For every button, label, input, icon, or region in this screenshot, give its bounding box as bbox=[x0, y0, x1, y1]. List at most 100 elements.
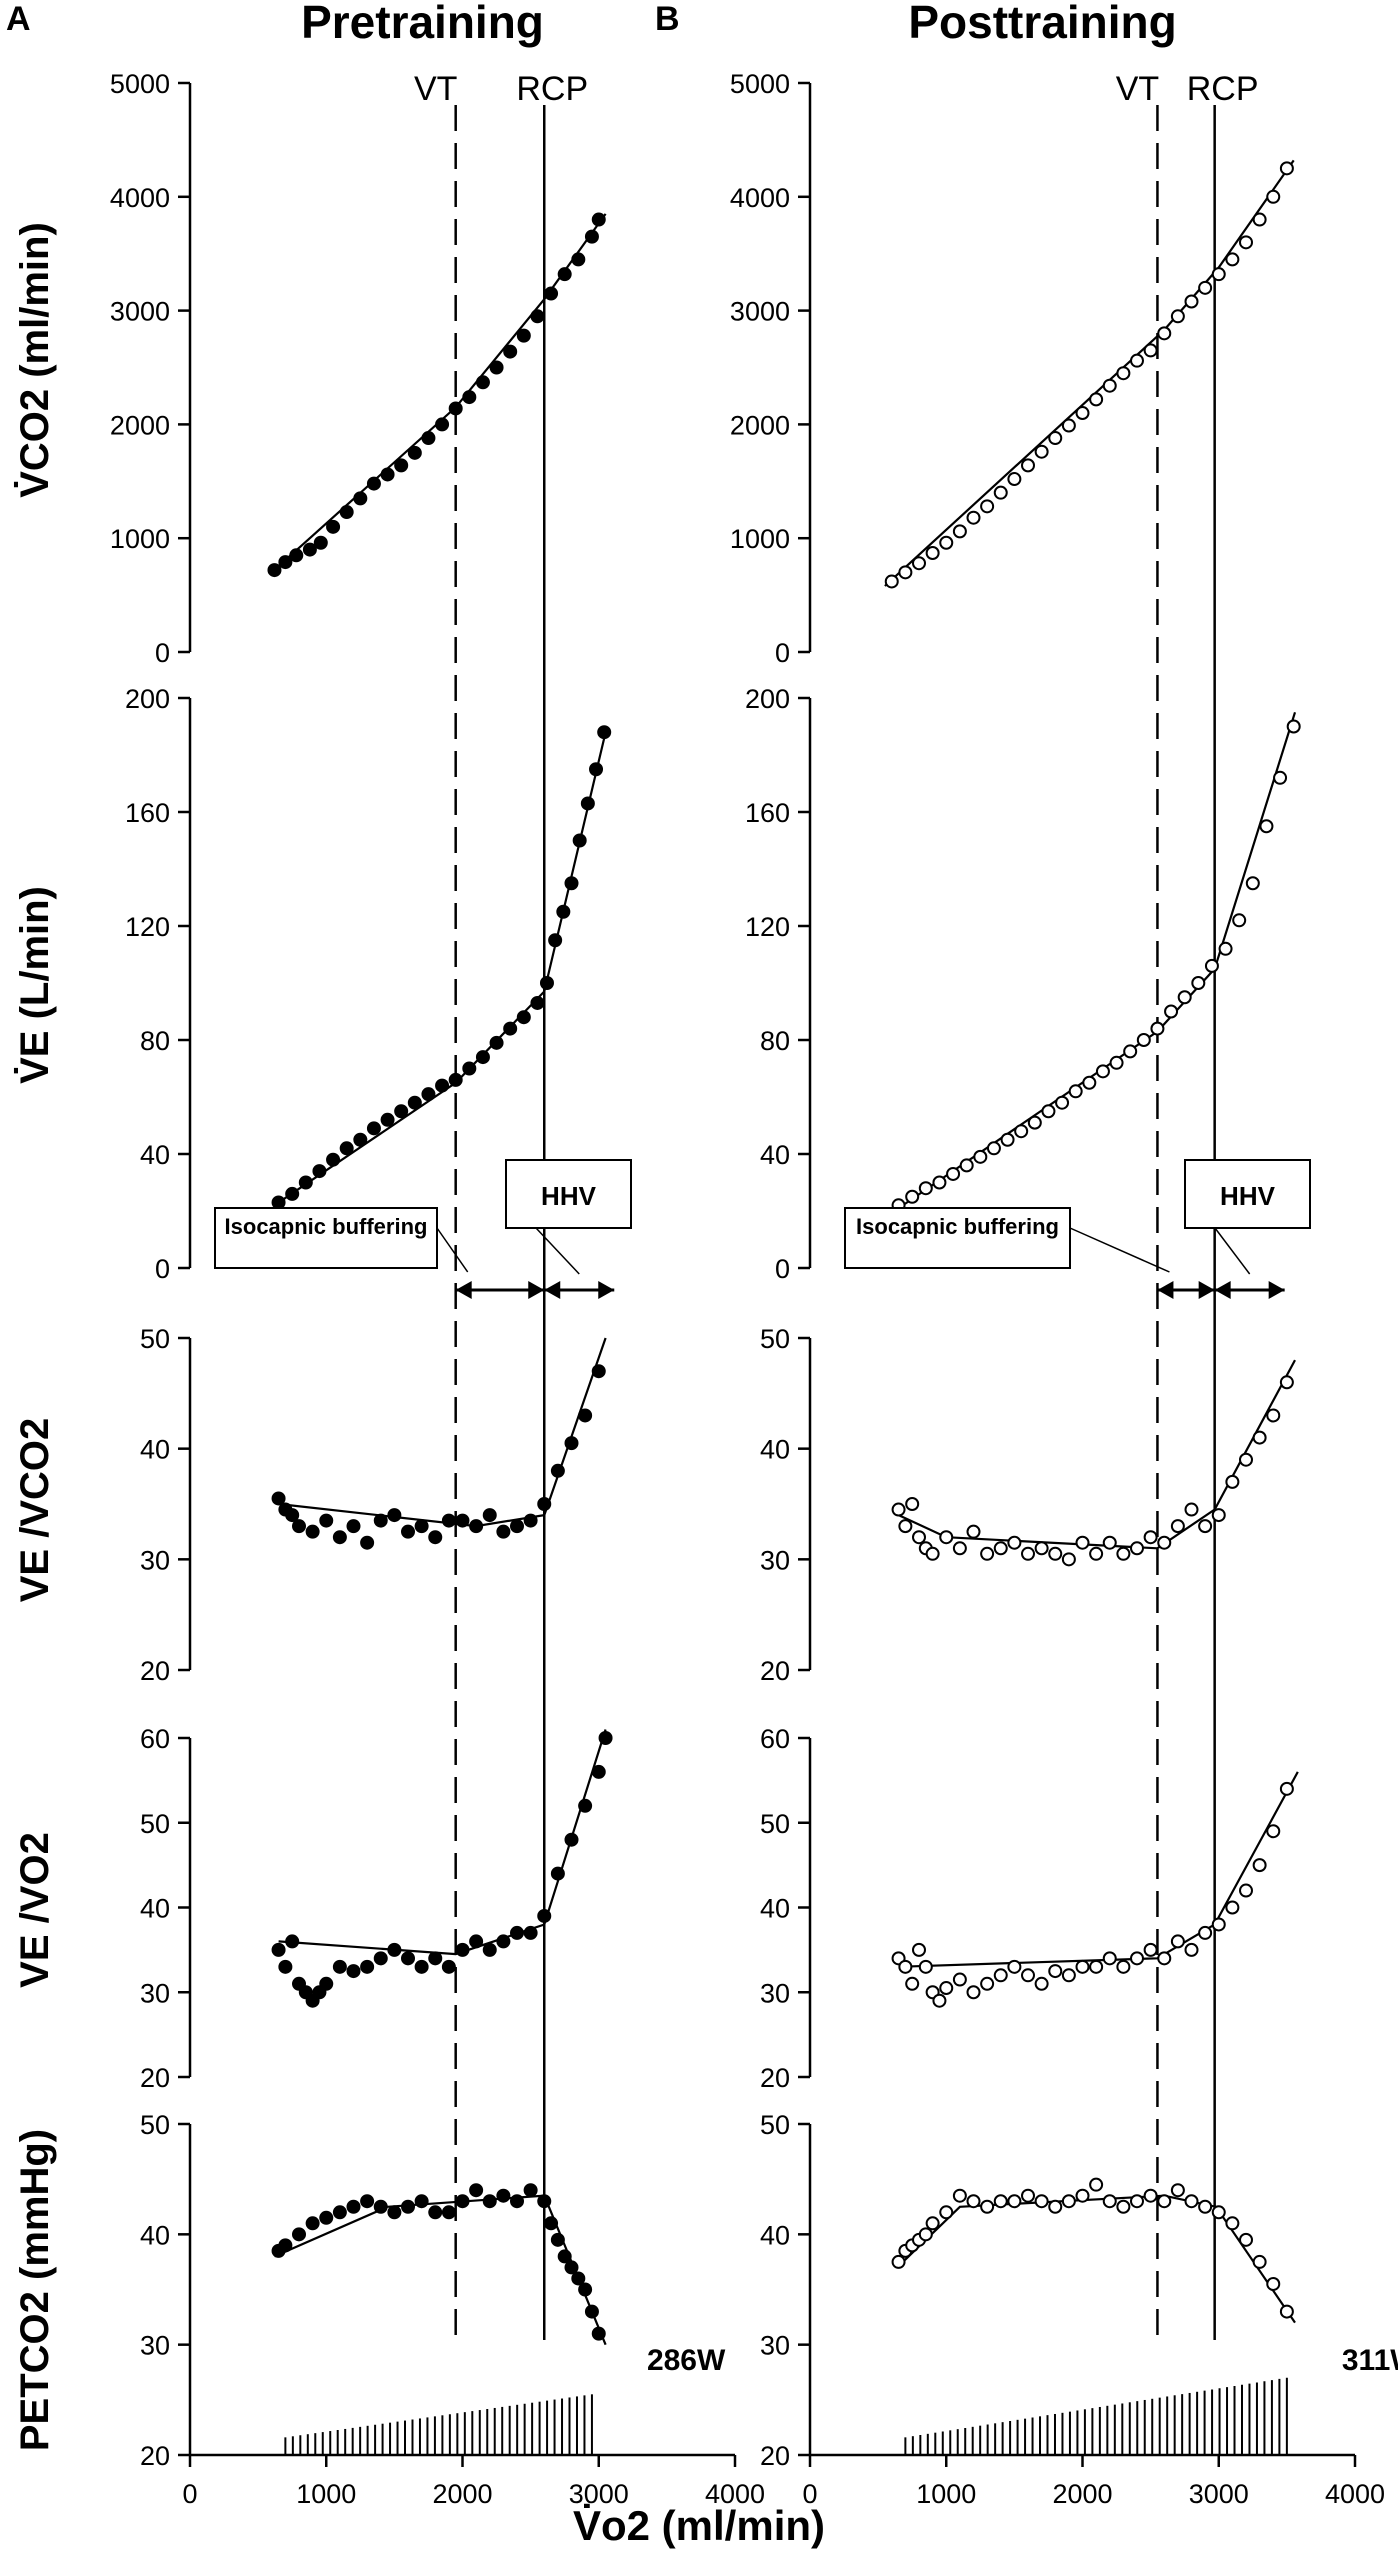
data-point bbox=[584, 2304, 599, 2319]
data-point bbox=[980, 1976, 995, 1991]
data-point bbox=[1068, 1084, 1083, 1099]
y-tick-label: 0 bbox=[775, 1254, 790, 1284]
data-point bbox=[271, 1942, 286, 1957]
data-point bbox=[1095, 1064, 1110, 1079]
data-point bbox=[353, 491, 368, 506]
isocapnic-label: Isocapnic buffering bbox=[225, 1214, 428, 1239]
data-point bbox=[380, 1112, 395, 1127]
data-point bbox=[475, 1050, 490, 1065]
y-tick-label: 20 bbox=[140, 1656, 170, 1686]
data-point bbox=[918, 1959, 933, 1974]
data-point bbox=[1184, 1942, 1199, 1957]
data-point bbox=[1027, 1115, 1042, 1130]
data-point bbox=[271, 1195, 286, 1210]
vt-label: VT bbox=[414, 70, 457, 108]
data-point bbox=[537, 2194, 552, 2209]
data-point bbox=[285, 1934, 300, 1949]
data-point bbox=[966, 510, 981, 525]
data-point bbox=[1218, 941, 1233, 956]
data-point bbox=[1075, 1535, 1090, 1550]
data-point bbox=[530, 309, 545, 324]
data-point bbox=[298, 1175, 313, 1190]
panel-title: Posttraining bbox=[908, 0, 1176, 48]
data-point bbox=[428, 1530, 443, 1545]
data-point bbox=[1198, 2199, 1213, 2214]
data-point bbox=[339, 1141, 354, 1156]
data-point bbox=[387, 2205, 402, 2220]
data-point bbox=[1184, 2194, 1199, 2209]
data-point bbox=[1266, 1824, 1281, 1839]
x-tick-label: 0 bbox=[802, 2479, 817, 2509]
y-axis-label-1: V̇E (L/min) bbox=[12, 886, 57, 1084]
data-point bbox=[435, 417, 450, 432]
data-point bbox=[898, 1519, 913, 1534]
data-point bbox=[1061, 1552, 1076, 1567]
data-point bbox=[360, 1959, 375, 1974]
data-point bbox=[1089, 1959, 1104, 1974]
data-point bbox=[1184, 294, 1199, 309]
data-point bbox=[387, 1942, 402, 1957]
data-point bbox=[462, 390, 477, 405]
data-point bbox=[966, 2194, 981, 2209]
data-point bbox=[510, 1519, 524, 1534]
data-point bbox=[1089, 1546, 1104, 1561]
data-point bbox=[1204, 958, 1219, 973]
data-point bbox=[462, 1061, 477, 1076]
fit-line bbox=[278, 1729, 607, 1956]
data-point bbox=[912, 1530, 926, 1545]
data-point bbox=[580, 796, 595, 811]
data-point bbox=[1130, 1951, 1144, 1966]
y-tick-label: 200 bbox=[745, 684, 790, 714]
y-tick-label: 40 bbox=[760, 1140, 790, 1170]
data-point bbox=[1184, 1502, 1199, 1517]
y-tick-label: 50 bbox=[760, 2110, 790, 2140]
data-point bbox=[401, 1951, 415, 1966]
data-point bbox=[482, 1942, 497, 1957]
data-point bbox=[993, 1968, 1008, 1983]
y-tick-label: 50 bbox=[760, 1809, 790, 1839]
y-tick-label: 120 bbox=[745, 912, 790, 942]
data-point bbox=[946, 1166, 961, 1181]
isocapnic-leader bbox=[436, 1227, 469, 1273]
data-point bbox=[1245, 876, 1260, 891]
hhv-label: HHV bbox=[1220, 1181, 1276, 1211]
data-point bbox=[523, 1925, 538, 1940]
isocapnic-arrow-head-right bbox=[528, 1281, 545, 1299]
data-point bbox=[1239, 2232, 1253, 2247]
data-point bbox=[1061, 2194, 1076, 2209]
data-point bbox=[912, 556, 926, 571]
data-point bbox=[489, 360, 504, 375]
data-point bbox=[285, 1186, 300, 1201]
data-point bbox=[591, 1364, 606, 1379]
data-point bbox=[346, 2199, 361, 2214]
data-point bbox=[482, 1508, 497, 1523]
data-point bbox=[1143, 1942, 1158, 1957]
data-point bbox=[1232, 913, 1247, 928]
data-point bbox=[503, 1021, 518, 1036]
x-tick-label: 1000 bbox=[916, 2479, 976, 2509]
data-point bbox=[469, 1934, 484, 1949]
data-point bbox=[1116, 1959, 1131, 1974]
isocapnic-leader bbox=[1069, 1227, 1170, 1273]
data-point bbox=[1225, 2216, 1240, 2231]
data-point bbox=[435, 1078, 450, 1093]
data-point bbox=[884, 574, 899, 589]
subplot-ve_vco2: 20 30 40 50 bbox=[760, 1324, 1296, 1686]
data-point bbox=[441, 2205, 456, 2220]
hhv-label: HHV bbox=[541, 1181, 597, 1211]
y-tick-label: 1000 bbox=[110, 524, 170, 554]
data-point bbox=[1130, 1541, 1144, 1556]
y-tick-label: 5000 bbox=[730, 69, 790, 99]
isocapnic-box bbox=[844, 1207, 1071, 1269]
data-point bbox=[1102, 1535, 1117, 1550]
data-point bbox=[1075, 1959, 1090, 1974]
y-tick-label: 40 bbox=[140, 1894, 170, 1924]
data-point bbox=[584, 229, 599, 244]
data-point bbox=[993, 485, 1008, 500]
data-point bbox=[503, 344, 518, 359]
data-point bbox=[469, 2183, 484, 2198]
y-tick-label: 30 bbox=[760, 1545, 790, 1575]
data-point bbox=[571, 252, 586, 267]
data-point bbox=[1082, 1075, 1097, 1090]
